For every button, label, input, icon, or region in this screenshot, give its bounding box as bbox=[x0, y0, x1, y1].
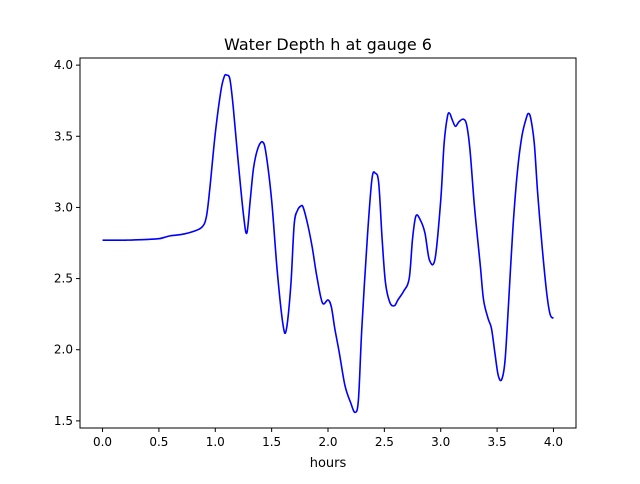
x-tick-label: 3.5 bbox=[488, 435, 507, 449]
series-line-0 bbox=[102, 73, 555, 414]
y-tick-label: 2.5 bbox=[54, 272, 73, 286]
y-tick-label: 4.0 bbox=[54, 58, 73, 72]
x-axis: 0.0 0.5 1.0 1.5 2.0 2.5 3.0 3.5 4.0 bbox=[93, 428, 563, 449]
series-layer bbox=[102, 73, 555, 414]
y-axis: 1.5 2.0 2.5 3.0 3.5 4.0 bbox=[54, 58, 80, 428]
x-tick-label: 2.5 bbox=[375, 435, 394, 449]
chart-title: Water Depth h at gauge 6 bbox=[224, 35, 432, 54]
x-tick-label: 0.5 bbox=[149, 435, 168, 449]
x-tick-label: 0.0 bbox=[93, 435, 112, 449]
y-tick-label: 3.5 bbox=[54, 129, 73, 143]
y-tick-label: 1.5 bbox=[54, 414, 73, 428]
x-tick-label: 3.0 bbox=[431, 435, 450, 449]
x-axis-label: hours bbox=[310, 456, 347, 471]
x-tick-label: 1.5 bbox=[262, 435, 281, 449]
x-tick-label: 1.0 bbox=[206, 435, 225, 449]
x-tick-label: 2.0 bbox=[318, 435, 337, 449]
y-tick-label: 2.0 bbox=[54, 343, 73, 357]
x-tick-label: 4.0 bbox=[544, 435, 563, 449]
y-tick-label: 3.0 bbox=[54, 200, 73, 214]
